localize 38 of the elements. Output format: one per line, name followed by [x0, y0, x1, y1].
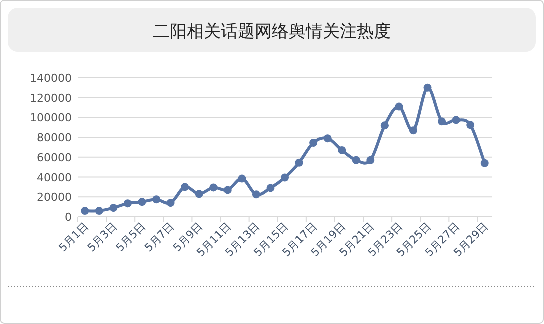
y-tick-label: 140000 [30, 72, 72, 85]
point [452, 116, 460, 124]
y-tick-label: 80000 [37, 132, 72, 145]
point [338, 146, 346, 154]
point [480, 159, 489, 168]
point [81, 207, 90, 216]
point [266, 184, 275, 192]
y-tick-label: 0 [65, 211, 72, 224]
point [152, 196, 161, 204]
point [124, 200, 132, 208]
point [409, 126, 418, 135]
point [424, 84, 432, 92]
point [224, 186, 232, 194]
point [210, 184, 218, 192]
point [252, 190, 260, 199]
y-tick-label: 20000 [37, 191, 72, 204]
chart-title: 二阳相关话题网络舆情关注热度 [153, 22, 391, 42]
point [324, 134, 332, 143]
point [195, 190, 204, 198]
point [238, 174, 246, 183]
point [295, 158, 304, 167]
point [395, 102, 404, 111]
point [166, 199, 175, 208]
point [366, 156, 375, 164]
point [95, 207, 104, 216]
y-tick-label: 60000 [37, 151, 72, 164]
y-tick-label: 40000 [37, 171, 72, 184]
point [181, 183, 190, 192]
point [352, 156, 360, 164]
point [310, 139, 318, 148]
y-tick-label: 120000 [30, 92, 72, 105]
y-tick-label: 100000 [30, 112, 72, 125]
point [438, 118, 446, 126]
point [281, 174, 289, 182]
point [138, 198, 146, 206]
point [466, 121, 475, 130]
point [110, 204, 118, 212]
point [380, 122, 389, 130]
